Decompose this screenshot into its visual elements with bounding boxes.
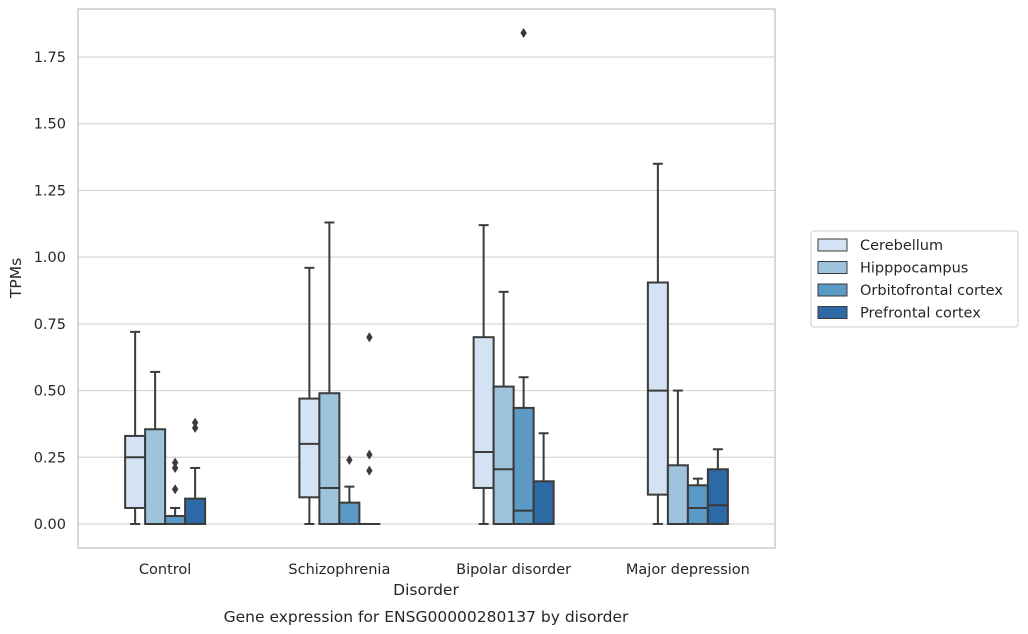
gridlines xyxy=(78,56,775,525)
legend: Cerebellum Hipppocampus Orbitofrontal cort… xyxy=(810,230,1019,328)
box-3-2 xyxy=(338,454,361,525)
x-axis-ticks: Control Schizophrenia Bipolar disorder Majo… xyxy=(139,562,750,578)
box-body xyxy=(338,501,361,525)
box-1-3 xyxy=(472,224,495,525)
box-body xyxy=(706,468,729,525)
box-4-1 xyxy=(184,417,207,525)
box-body xyxy=(686,484,709,525)
x-axis-title: Disorder xyxy=(393,581,459,599)
y-tick-label: 1.25 xyxy=(34,183,66,199)
x-tick-label: Bipolar disorder xyxy=(456,562,571,578)
box-body xyxy=(318,392,341,525)
y-tick-label: 1.75 xyxy=(34,50,66,66)
box-body xyxy=(124,434,147,509)
box-3-1 xyxy=(164,457,187,525)
box-4-4 xyxy=(706,448,729,525)
box-1-4 xyxy=(646,162,669,525)
y-axis-ticks: 0.00 0.25 0.50 0.75 1.00 1.25 1.50 1.75 xyxy=(34,50,66,533)
y-tick-label: 0.00 xyxy=(34,517,66,533)
box-body xyxy=(492,385,515,525)
outlier-point xyxy=(171,484,179,495)
box-body xyxy=(164,514,187,525)
y-tick-label: 0.25 xyxy=(34,450,66,466)
box-3-4 xyxy=(686,477,709,525)
outlier-point xyxy=(171,457,179,468)
outlier-point xyxy=(366,332,373,343)
boxes xyxy=(124,28,729,525)
legend-item: Orbitofrontal cortex xyxy=(817,283,1003,299)
box-body xyxy=(184,497,207,525)
x-tick-label: Major depression xyxy=(626,562,750,578)
box-1-1 xyxy=(124,330,147,525)
outlier-point xyxy=(520,28,527,39)
x-tick-label: Schizophrenia xyxy=(288,562,390,578)
outlier-point xyxy=(191,417,199,428)
box-body xyxy=(532,480,555,525)
legend-item: Cerebellum xyxy=(817,238,943,254)
y-tick-label: 0.75 xyxy=(34,317,66,333)
box-4-3 xyxy=(532,432,555,525)
legend-swatch xyxy=(817,283,848,297)
box-3-3 xyxy=(512,28,535,525)
box-body xyxy=(298,397,321,499)
legend-label: Hipppocampus xyxy=(860,261,968,277)
legend-label: Orbitofrontal cortex xyxy=(860,283,1003,299)
box-2-1 xyxy=(144,370,167,525)
plot-area-frame xyxy=(77,8,776,549)
outlier-point xyxy=(366,449,373,460)
legend-item: Prefrontal cortex xyxy=(817,306,981,322)
legend-label: Prefrontal cortex xyxy=(860,306,981,322)
y-tick-label: 0.50 xyxy=(34,384,66,400)
legend-item: Hipppocampus xyxy=(817,261,968,277)
legend-label: Cerebellum xyxy=(860,238,943,254)
legend-swatch xyxy=(817,238,848,252)
x-tick-label: Control xyxy=(139,562,191,578)
box-2-2 xyxy=(318,221,341,525)
outlier-point xyxy=(171,462,179,473)
legend-swatch xyxy=(817,306,848,319)
outlier-point xyxy=(346,454,353,465)
y-tick-label: 1.00 xyxy=(34,250,66,266)
chart-caption: Gene expression for ENSG00000280137 by d… xyxy=(224,608,629,626)
box-body xyxy=(666,464,689,525)
y-tick-label: 1.50 xyxy=(34,117,66,133)
box-body xyxy=(512,406,535,525)
legend-frame xyxy=(810,230,1019,328)
box-4-2 xyxy=(358,332,381,525)
legend-swatch xyxy=(817,261,848,274)
box-body xyxy=(472,336,495,489)
outlier-point xyxy=(191,422,199,433)
box-2-3 xyxy=(492,290,515,525)
box-body xyxy=(144,428,167,525)
y-axis-title: TPMs xyxy=(7,258,25,299)
box-1-2 xyxy=(298,266,321,525)
box-body xyxy=(646,281,669,496)
outlier-point xyxy=(366,465,373,476)
